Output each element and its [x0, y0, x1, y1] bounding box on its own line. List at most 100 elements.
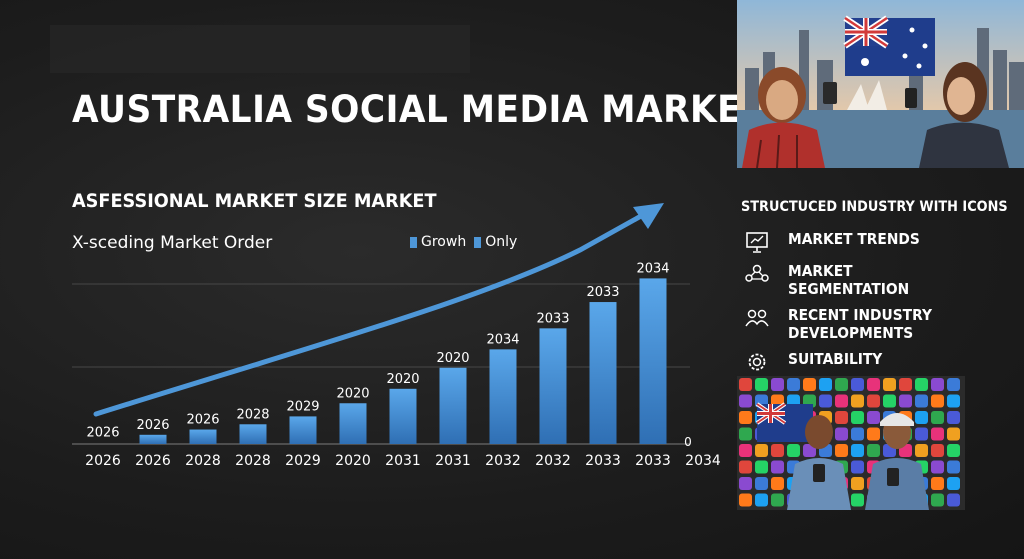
x-tick-label: 2020: [335, 453, 371, 469]
app-tile: [771, 477, 784, 490]
app-tile: [739, 444, 752, 457]
app-tile: [851, 427, 864, 441]
bar-value-label: 2029: [286, 399, 319, 414]
bar-value-label: 2034: [486, 332, 519, 347]
app-tile: [867, 378, 880, 391]
list-item: RECENT INDUSTRY DEVELOPMENTS: [744, 306, 948, 342]
app-tile: [755, 444, 768, 457]
legend-label: Growh: [421, 234, 467, 250]
app-tile: [771, 444, 784, 457]
bar-value-label: 2020: [336, 386, 369, 401]
app-tile: [835, 427, 848, 441]
sydney-harbour-photo: [737, 0, 1024, 168]
bar-value-label: 2028: [236, 407, 269, 422]
app-tile: [851, 394, 864, 408]
app-tile: [883, 378, 896, 391]
app-tile: [739, 394, 752, 408]
app-tile: [947, 427, 960, 441]
bar-value-label: 2026: [136, 418, 169, 433]
app-tile: [739, 477, 752, 490]
app-tile: [931, 427, 944, 441]
x-tick-label: 2028: [235, 453, 271, 469]
legend-swatch: [410, 236, 417, 248]
app-tile: [915, 444, 928, 457]
bar: [539, 328, 567, 444]
x-tick-label: 2026: [85, 453, 121, 469]
x-tick-label: 2034: [685, 453, 720, 469]
bar-value-label: 2033: [586, 285, 619, 300]
app-tile: [947, 460, 960, 474]
bar: [139, 434, 167, 444]
app-tile: [947, 477, 960, 490]
app-tile: [899, 378, 912, 391]
app-tile: [851, 444, 864, 457]
app-tile: [931, 411, 944, 424]
app-tile: [931, 378, 944, 391]
app-tile: [755, 477, 768, 490]
list-item: MARKET TRENDS: [744, 230, 948, 254]
bar-value-label: 2033: [536, 311, 569, 326]
trend-arrow: [93, 208, 653, 417]
bar-value-label: 2034: [636, 261, 669, 276]
bar: [189, 429, 217, 444]
app-tile: [803, 444, 816, 457]
x-tick-label: 2028: [185, 453, 221, 469]
bar-value-label: 2026: [86, 426, 119, 441]
app-tile: [755, 460, 768, 474]
people-group-icon: [745, 309, 769, 327]
industry-item-label: RECENT INDUSTRY DEVELOPMENTS: [788, 306, 932, 342]
app-tile: [819, 378, 832, 391]
bar: [639, 278, 667, 444]
bar-value-label: 2020: [386, 372, 419, 387]
bar-value-label: 2026: [186, 413, 219, 428]
app-tile: [755, 493, 768, 507]
list-item: SUITABILITY: [744, 350, 948, 374]
page-title: AUSTRALIA SOCIAL MEDIA MARKET: [72, 88, 766, 131]
app-tile: [947, 378, 960, 391]
bar-chart: 2026 2026 2026 2028 2029 2020 2020 2020 2034 2033…: [72, 203, 720, 469]
app-tile: [739, 378, 752, 391]
app-tile: [771, 493, 784, 507]
app-tile: [851, 493, 864, 507]
app-tile: [835, 394, 848, 408]
x-tick-label: 2031: [385, 453, 421, 469]
app-tile: [867, 444, 880, 457]
x-tick-label: 2029: [285, 453, 321, 469]
app-tile: [739, 427, 752, 441]
bar: [439, 367, 467, 444]
app-tile: [931, 460, 944, 474]
app-tile: [915, 427, 928, 441]
bar-value-label: 2020: [436, 351, 469, 366]
app-tile: [803, 378, 816, 391]
app-tile: [771, 378, 784, 391]
industry-list: MARKET TRENDS MARKET SEGMENTATION RECENT…: [744, 230, 948, 382]
x-tick-label: 2032: [485, 453, 521, 469]
app-tile: [867, 411, 880, 424]
app-tile: [915, 394, 928, 408]
industry-panel-title: STRUCTUCED INDUSTRY WITH ICONS: [741, 199, 1008, 215]
trend-arrow-head: [633, 203, 664, 229]
x-tick-label: 2033: [585, 453, 621, 469]
app-tile: [851, 460, 864, 474]
bar: [589, 302, 617, 444]
app-tile: [851, 411, 864, 424]
photo-illustration: [737, 376, 965, 510]
app-tile: [947, 444, 960, 457]
app-tile: [931, 477, 944, 490]
app-tile: [931, 493, 944, 507]
x-tick-label: 2032: [535, 453, 571, 469]
social-apps-photo: [737, 376, 965, 510]
app-tile: [931, 444, 944, 457]
industry-item-label: MARKET TRENDS: [788, 230, 920, 248]
app-tile: [915, 411, 928, 424]
legend-label: Only: [485, 234, 518, 250]
legend-entry: Only: [474, 234, 517, 250]
app-tile: [787, 378, 800, 391]
bar: [339, 403, 367, 444]
bar: [289, 416, 317, 444]
presentation-board-icon: [746, 232, 768, 253]
app-tile: [851, 378, 864, 391]
legend-entry: Growh: [410, 234, 466, 250]
app-tile: [755, 378, 768, 391]
app-tile: [819, 394, 832, 408]
